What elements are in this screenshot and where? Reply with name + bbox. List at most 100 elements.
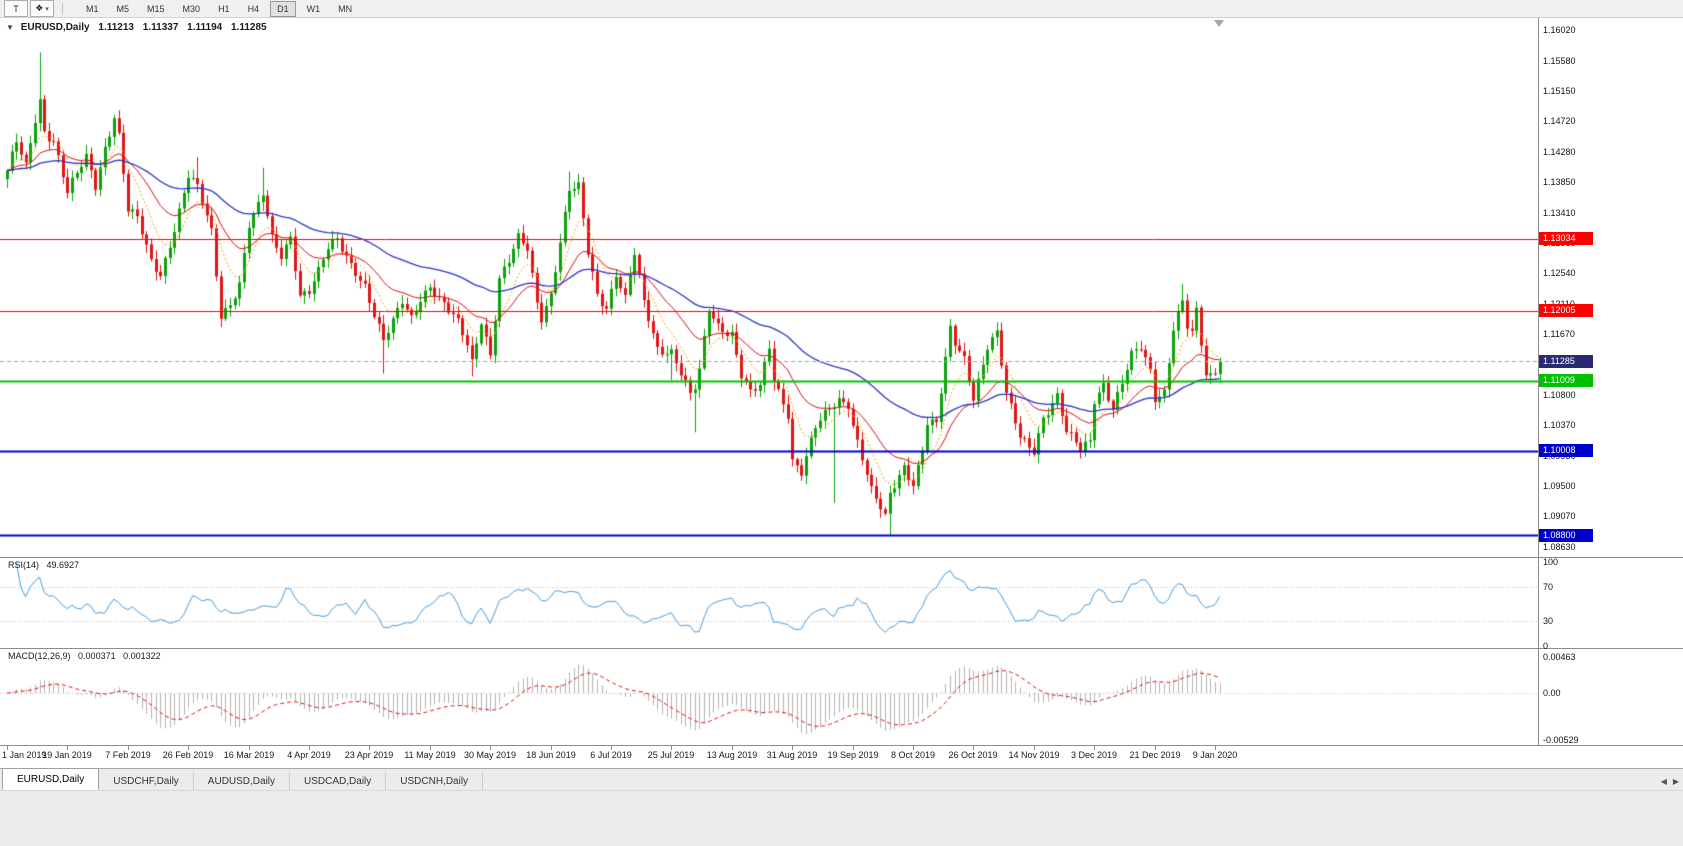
- timeframe-button-m5[interactable]: M5: [116, 3, 130, 14]
- date-label: 31 Aug 2019: [766, 750, 818, 760]
- date-label: 26 Feb 2019: [162, 750, 214, 760]
- date-label: 26 Oct 2019: [948, 750, 998, 760]
- symbol-period-label: EURUSD,Daily: [20, 22, 90, 33]
- timeframe-button-h4[interactable]: H4: [247, 3, 260, 14]
- time-tick: [551, 746, 552, 750]
- date-label: 8 Oct 2019: [890, 750, 936, 760]
- macd-main-value: 0.000371: [78, 651, 116, 661]
- chart-tab-usdchf[interactable]: USDCHF,Daily: [99, 772, 194, 790]
- panel-resize-handle[interactable]: [0, 557, 1683, 558]
- price-tick-label: 1.09500: [1543, 481, 1576, 492]
- price-level-badge: 1.13034: [1539, 232, 1593, 245]
- chart-title: ▼ EURUSD,Daily 1.11213 1.11337 1.11194 1…: [6, 22, 267, 33]
- date-label: 21 Dec 2019: [1129, 750, 1181, 760]
- price-axis[interactable]: 1.16020 1.15580 1.15150 1.14720 1.14280 1.138…: [1538, 18, 1683, 746]
- time-tick: [249, 746, 250, 750]
- panel-resize-handle[interactable]: [0, 745, 1683, 746]
- date-label: 1 Jan 2019: [2, 750, 47, 760]
- rsi-tick-label: 0: [1543, 641, 1549, 651]
- macd-indicator-canvas[interactable]: [0, 649, 1538, 745]
- price-tick-label: 1.09070: [1543, 511, 1576, 522]
- status-bar: [0, 790, 1683, 846]
- macd-tick-label: 0.00463: [1543, 652, 1576, 662]
- objects-icon: ❖: [35, 3, 44, 13]
- rsi-tick-label: 70: [1543, 582, 1554, 593]
- rsi-tick-label: 100: [1543, 557, 1559, 567]
- tab-scroll-right-icon[interactable]: ▶: [1672, 777, 1679, 786]
- rsi-name: RSI(14): [8, 560, 40, 570]
- price-tick-label: 1.11670: [1543, 329, 1575, 340]
- rsi-indicator-canvas[interactable]: [0, 558, 1538, 648]
- timeframe-button-d1[interactable]: D1: [270, 0, 296, 17]
- macd-name: MACD(12,26,9): [8, 651, 71, 661]
- macd-tick-label: -0.00529: [1543, 735, 1579, 745]
- time-tick: [1215, 746, 1216, 750]
- date-label: 6 Jul 2019: [590, 750, 632, 760]
- time-axis[interactable]: 1 Jan 2019 19 Jan 2019 7 Feb 2019 26 Feb 20…: [0, 746, 1683, 768]
- time-tick: [671, 746, 672, 750]
- chart-tab-eurusd[interactable]: EURUSD,Daily: [2, 768, 100, 790]
- rsi-current-value: 49.6927: [46, 560, 80, 570]
- chart-tab-usdcad[interactable]: USDCAD,Daily: [290, 772, 387, 790]
- bid-price-badge: 1.11285: [1539, 355, 1593, 368]
- date-label: 18 Jun 2019: [526, 750, 576, 760]
- price-level-badge: 1.12005: [1539, 304, 1593, 317]
- price-scale-separator: [1538, 18, 1539, 746]
- pointer-tool-button[interactable]: T: [4, 0, 28, 17]
- tab-scroll-controls: ◀ ▶: [1661, 777, 1679, 786]
- timeframe-button-mn[interactable]: MN: [338, 3, 353, 14]
- date-label: 4 Apr 2019: [287, 750, 331, 760]
- timeframe-button-m30[interactable]: M30: [182, 3, 201, 14]
- price-tick-label: 1.10370: [1543, 420, 1576, 431]
- time-tick: [188, 746, 189, 750]
- chart-tab-audusd[interactable]: AUDUSD,Daily: [194, 772, 291, 790]
- time-tick: [913, 746, 914, 750]
- timeframe-button-h1[interactable]: H1: [218, 3, 230, 14]
- time-tick: [853, 746, 854, 750]
- open-value: 1.11213: [98, 22, 134, 33]
- date-label: 16 Mar 2019: [223, 750, 275, 760]
- tab-scroll-left-icon[interactable]: ◀: [1660, 777, 1667, 786]
- date-label: 19 Sep 2019: [827, 750, 879, 760]
- chart-tabs: EURUSD,Daily USDCHF,Daily AUDUSD,Daily USDC…: [2, 768, 484, 790]
- date-label: 13 Aug 2019: [706, 750, 758, 760]
- date-label: 19 Jan 2019: [42, 750, 92, 760]
- high-value: 1.11337: [142, 22, 179, 33]
- timeframe-button-m15[interactable]: M15: [147, 3, 165, 14]
- price-tick-label: 1.14280: [1543, 146, 1576, 157]
- low-value: 1.11194: [187, 22, 223, 33]
- date-label: 14 Nov 2019: [1008, 750, 1060, 760]
- date-label: 9 Jan 2020: [1192, 750, 1238, 760]
- toolbar: T ❖ ▾ M1 M5 M15 M30 H1 H4 D1 W1 MN: [0, 0, 1683, 18]
- macd-title: MACD(12,26,9) 0.000371 0.001322: [8, 651, 166, 661]
- price-level-badge: 1.10008: [1539, 444, 1593, 457]
- timeframe-button-m1[interactable]: M1: [86, 3, 99, 14]
- timeframe-button-w1[interactable]: W1: [306, 3, 321, 14]
- time-tick: [611, 746, 612, 750]
- time-tick: [128, 746, 129, 750]
- price-tick-label: 1.15150: [1543, 85, 1576, 96]
- rsi-title: RSI(14) 49.6927: [8, 560, 84, 570]
- date-label: 23 Apr 2019: [344, 750, 394, 760]
- pointer-tool-label: T: [13, 3, 19, 14]
- price-tick-label: 1.08630: [1543, 542, 1576, 552]
- price-tick-label: 1.13410: [1543, 207, 1576, 218]
- time-tick: [369, 746, 370, 750]
- time-tick: [792, 746, 793, 750]
- macd-signal-value: 0.001322: [123, 651, 161, 661]
- time-tick: [309, 746, 310, 750]
- time-tick: [1155, 746, 1156, 750]
- price-level-badge: 1.08800: [1539, 529, 1593, 542]
- price-tick-label: 1.16020: [1543, 25, 1576, 35]
- panel-resize-handle[interactable]: [0, 648, 1683, 649]
- objects-tool-button[interactable]: ❖ ▾: [30, 0, 54, 17]
- time-tick: [973, 746, 974, 750]
- time-tick: [67, 746, 68, 750]
- chevron-down-icon: ▾: [45, 5, 49, 13]
- chart-tab-usdcnh[interactable]: USDCNH,Daily: [386, 772, 484, 790]
- time-tick: [1094, 746, 1095, 750]
- price-tick-label: 1.10800: [1543, 390, 1576, 401]
- one-click-trading-icon[interactable]: ▼: [6, 23, 14, 32]
- price-chart-canvas[interactable]: [0, 18, 1538, 557]
